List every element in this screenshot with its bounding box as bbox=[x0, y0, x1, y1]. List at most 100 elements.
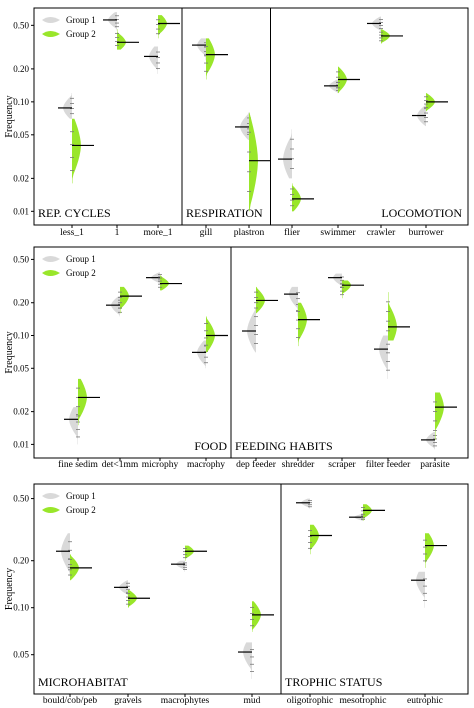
category-label-mud: mud bbox=[244, 696, 261, 706]
category-label-1: 1 bbox=[115, 228, 120, 238]
violin-group2 bbox=[363, 504, 372, 521]
violin-group2 bbox=[298, 302, 307, 347]
section-label-trophic-status: TROPHIC STATUS bbox=[285, 675, 382, 689]
violin-group1 bbox=[149, 46, 158, 74]
violin-group1 bbox=[283, 129, 292, 179]
violin-pair-eutrophic bbox=[411, 533, 447, 608]
category-label-burrower: burrower bbox=[409, 228, 445, 238]
y-tick-label: 0.20 bbox=[13, 298, 29, 308]
panel-2: 0.50 0.20 0.10 0.05 0.02 0.01 Frequency FOOD FEE… bbox=[4, 246, 469, 470]
violin-pair-microphy bbox=[146, 272, 182, 291]
plot-frame bbox=[33, 483, 469, 695]
violin-group1 bbox=[379, 335, 388, 379]
category-label-eutrophic: eutrophic bbox=[407, 696, 443, 706]
y-tick-label: 0.02 bbox=[13, 407, 29, 417]
violin-pair-gill bbox=[192, 38, 228, 80]
y-tick-label: 0.05 bbox=[13, 650, 29, 660]
y-axis-label: Frequency bbox=[4, 95, 15, 137]
violin-pair-fine-sedim bbox=[64, 378, 100, 445]
category-label-scraper: scraper bbox=[328, 460, 356, 470]
y-tick-label: 0.10 bbox=[13, 603, 29, 613]
violin-group2 bbox=[72, 118, 81, 184]
legend-label-group1: Group 1 bbox=[66, 15, 96, 25]
legend-swatch-group2 bbox=[42, 507, 60, 513]
section-label-microhabitat: MICROHABITAT bbox=[38, 675, 128, 689]
violin-group2 bbox=[206, 38, 215, 80]
y-tick-label: 0.01 bbox=[13, 439, 29, 449]
legend-swatch-group2 bbox=[42, 270, 60, 276]
violin-group1 bbox=[426, 431, 435, 450]
category-label-filter-feeder: filter feeder bbox=[366, 459, 411, 470]
y-tick-label: 0.20 bbox=[13, 556, 29, 566]
violin-pair-flier bbox=[278, 129, 314, 212]
violin-group2 bbox=[78, 378, 87, 426]
legend: Group 1 Group 2 bbox=[42, 491, 96, 515]
violin-group1 bbox=[197, 340, 206, 369]
section-label-rep-cycles: REP. CYCLES bbox=[38, 206, 111, 220]
y-tick-label: 0.50 bbox=[13, 494, 29, 504]
category-label-flier: flier bbox=[284, 227, 301, 238]
violin-pair-macrophytes bbox=[171, 545, 207, 572]
violin-group1 bbox=[111, 296, 120, 317]
category-label-dep-feeder: dep feeder bbox=[236, 459, 277, 470]
violin-group1 bbox=[63, 93, 72, 119]
y-tick-label: 0.50 bbox=[13, 254, 29, 264]
category-label-mesotrophic: mesotrophic bbox=[340, 696, 387, 706]
violin-pair-shredder bbox=[284, 286, 320, 347]
legend: Group 1 Group 2 bbox=[42, 254, 96, 278]
violin-group2 bbox=[249, 112, 258, 212]
violin-pair-filter-feeder bbox=[374, 292, 410, 379]
violin-pair-dep-feeder bbox=[242, 286, 278, 353]
plot-frame bbox=[33, 7, 469, 226]
y-axis-label: Frequency bbox=[4, 331, 15, 373]
section-label-feeding-habits: FEEDING HABITS bbox=[235, 439, 333, 453]
category-label-bould-cob-peb: bould/cob/peb bbox=[43, 696, 98, 706]
violin-group1 bbox=[247, 307, 256, 353]
violin-group2 bbox=[117, 29, 126, 50]
violin-group2 bbox=[292, 183, 301, 212]
section-label-locomotion: LOCOMOTION bbox=[381, 206, 462, 220]
category-label-parasite: parasite bbox=[420, 460, 450, 470]
category-label-oligotrophic: oligotrophic bbox=[287, 696, 333, 706]
legend-label-group1: Group 1 bbox=[66, 254, 96, 264]
violin-group2 bbox=[120, 286, 129, 314]
category-label-macrophytes: macrophytes bbox=[161, 696, 210, 706]
violin-group1 bbox=[301, 498, 310, 509]
y-tick-label: 0.05 bbox=[13, 130, 29, 140]
category-label-fine-sedim: fine sedim bbox=[58, 459, 98, 470]
section-label-respiration: RESPIRATION bbox=[186, 206, 263, 220]
violin-group2 bbox=[160, 274, 169, 291]
legend: Group 1 Group 2 bbox=[42, 15, 96, 39]
violin-pair-gravels bbox=[114, 580, 150, 608]
violin-group2 bbox=[158, 15, 167, 39]
category-label-crawler: crawler bbox=[367, 228, 396, 238]
violin-group1 bbox=[61, 533, 70, 576]
violin-pair-crawler bbox=[367, 16, 403, 44]
violin-group2 bbox=[435, 392, 444, 440]
y-tick-label: 0.20 bbox=[13, 64, 29, 74]
violin-group1 bbox=[289, 286, 298, 317]
violin-pair-macrophy bbox=[192, 316, 228, 369]
category-label-gravels: gravels bbox=[114, 696, 142, 706]
violin-group2 bbox=[206, 316, 215, 353]
violin-group2 bbox=[388, 292, 397, 341]
category-label-less-1: less_1 bbox=[60, 228, 84, 238]
violin-group2 bbox=[310, 524, 319, 555]
panel-3: 0.50 0.20 0.10 0.05 Frequency MICROHABITAT TRO… bbox=[4, 483, 469, 706]
legend-swatch-group1 bbox=[42, 493, 60, 499]
legend-label-group2: Group 2 bbox=[66, 505, 96, 515]
legend-swatch-group2 bbox=[42, 31, 60, 37]
violin-pair-less-1 bbox=[58, 93, 94, 184]
category-label-microphy: microphy bbox=[142, 460, 179, 470]
violin-group1 bbox=[416, 571, 425, 608]
violin-pair-det-1mm bbox=[106, 286, 142, 317]
violin-group2 bbox=[185, 545, 194, 561]
legend-swatch-group1 bbox=[42, 17, 60, 23]
category-label-gill: gill bbox=[200, 228, 213, 238]
category-label-plastron: plastron bbox=[234, 228, 265, 238]
y-tick-label: 0.01 bbox=[13, 206, 29, 216]
violin-group2 bbox=[342, 280, 351, 299]
legend-swatch-group1 bbox=[42, 256, 60, 262]
violin-pair-more-1 bbox=[144, 15, 180, 74]
